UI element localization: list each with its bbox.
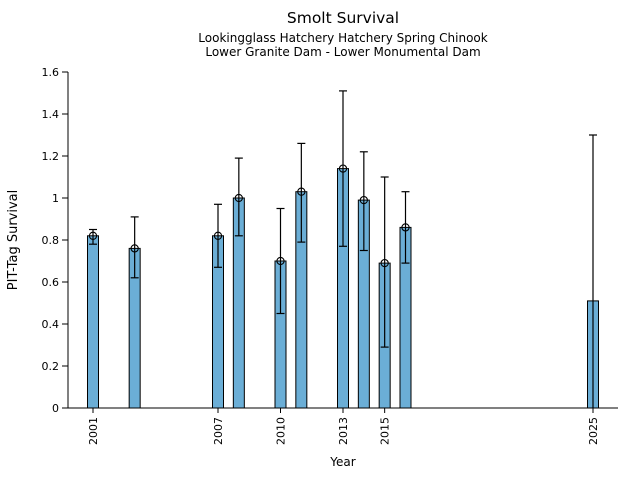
x-tick-label: 2013 — [337, 417, 350, 445]
marker-2016 — [401, 223, 410, 232]
chart-subtitle-line1: Lookingglass Hatchery Hatchery Spring Ch… — [198, 31, 488, 45]
marker-2013 — [338, 164, 348, 173]
x-tick-label: 2007 — [212, 417, 225, 445]
marker-2015 — [380, 258, 389, 268]
marker-2001 — [88, 231, 98, 240]
y-axis-label: PIT-Tag Survival — [6, 190, 21, 290]
marker-2011 — [297, 187, 306, 196]
x-tick-label: 2001 — [87, 417, 100, 445]
marker-2014 — [359, 195, 368, 205]
marker-2008 — [234, 193, 243, 203]
y-tick-label: 0.4 — [42, 318, 60, 331]
y-tick-label: 0 — [52, 402, 59, 415]
x-tick-label: 2015 — [379, 417, 392, 445]
y-tick-label: 1.6 — [42, 66, 60, 79]
y-tick-label: 0.2 — [42, 360, 60, 373]
y-tick-label: 1.2 — [42, 150, 60, 163]
y-tick-label: 1 — [52, 192, 59, 205]
x-tick-label: 2010 — [275, 417, 288, 445]
x-axis-label: Year — [329, 455, 355, 469]
chart-subtitle-line2: Lower Granite Dam - Lower Monumental Dam — [205, 45, 481, 59]
y-tick-label: 0.8 — [42, 234, 60, 247]
y-tick-label: 0.6 — [42, 276, 60, 289]
x-tick-label: 2025 — [587, 417, 600, 445]
marker-2003 — [130, 244, 139, 253]
marker-2010 — [276, 256, 285, 266]
chart-title: Smolt Survival — [286, 9, 400, 27]
y-tick-label: 1.4 — [42, 108, 60, 121]
bar-2001 — [87, 235, 99, 409]
marker-2007 — [213, 231, 223, 240]
